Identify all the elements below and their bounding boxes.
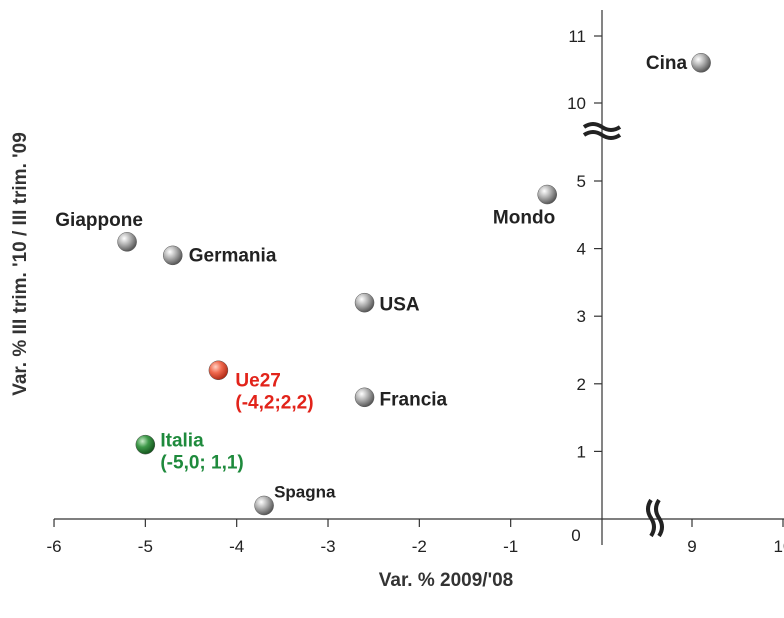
data-point-spagna (254, 495, 274, 516)
x-axis-title: Var. % 2009/'08 (379, 570, 513, 591)
data-point-germania (162, 245, 183, 266)
data-point-italia (135, 434, 156, 455)
data-sublabel-italia: (-5,0; 1,1) (160, 453, 243, 474)
x-tick-label: -3 (320, 537, 335, 556)
data-point-ue27 (208, 360, 229, 381)
x-tick-label: 10 (774, 537, 784, 556)
data-label-francia: Francia (380, 389, 448, 410)
x-ticks: -6 -5 -4 -3 -2 -1 0 9 10 (46, 519, 784, 556)
data-label-spagna: Spagna (274, 482, 336, 501)
data-sublabel-ue27: (-4,2;2,2) (235, 392, 313, 413)
data-label-italia: Italia (160, 431, 204, 452)
y-tick-label: 3 (577, 307, 586, 326)
data-label-giappone: Giappone (55, 210, 143, 231)
data-point-mondo (537, 184, 557, 205)
data-label-germania: Germania (189, 245, 277, 266)
y-tick-label: 4 (577, 240, 586, 259)
data-point-francia (354, 387, 375, 408)
x-tick-label: -6 (46, 537, 61, 556)
y-ticks: 1 2 3 4 5 10 11 (567, 27, 602, 461)
y-tick-label: 10 (567, 94, 586, 113)
x-tick-label: -2 (412, 537, 427, 556)
data-label-cina: Cina (646, 53, 688, 74)
y-tick-label: 2 (577, 375, 586, 394)
y-tick-label: 5 (577, 172, 586, 191)
data-point-usa (354, 292, 375, 313)
y-tick-label: 11 (568, 27, 586, 46)
x-axis-break-icon (646, 498, 664, 538)
x-tick-label: -4 (229, 537, 244, 556)
x-tick-label: -1 (503, 537, 518, 556)
data-points (117, 53, 711, 516)
data-label-usa: USA (380, 295, 420, 316)
x-tick-label: 9 (687, 537, 696, 556)
x-tick-label: -5 (138, 537, 153, 556)
x-tick-label: 0 (571, 526, 580, 545)
y-axis-title: Var. % III trim. '10 / III trim. '09 (10, 132, 31, 396)
data-point-giappone (117, 232, 137, 252)
data-label-mondo: Mondo (493, 208, 555, 229)
y-axis-break-icon (582, 122, 622, 140)
y-tick-label: 1 (577, 442, 586, 461)
data-label-ue27: Ue27 (235, 370, 280, 391)
data-labels: Cina Mondo Giappone Germania USA Ue27(-4,2;2,… (55, 53, 687, 502)
data-point-cina (691, 53, 711, 73)
